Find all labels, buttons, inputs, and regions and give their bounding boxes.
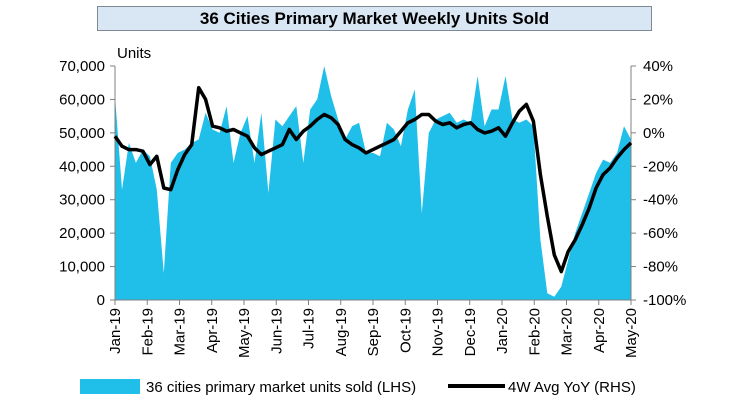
left-tick-label: 30,000	[59, 192, 105, 209]
line-series	[113, 85, 633, 274]
left-axis-ticks: 0 10,000 20,000 30,000 40,000 50,000 60,000 70,…	[59, 58, 115, 309]
right-tick-label: -60%	[643, 225, 678, 242]
x-tick-label: Apr-20	[591, 308, 608, 353]
legend: 36 cities primary market units sold (LHS…	[80, 379, 636, 396]
x-tick-label: Mar-20	[559, 308, 576, 356]
line-series-path	[113, 85, 633, 274]
area-series-fill	[115, 66, 631, 300]
chart-title: 36 Cities Primary Market Weekly Units So…	[97, 6, 652, 31]
legend-swatch-area	[80, 379, 140, 394]
x-tick-label: May-19	[236, 308, 253, 358]
x-tick-label: Apr-19	[204, 308, 221, 353]
legend-label-line: 4W Avg YoY (RHS)	[508, 379, 636, 396]
x-tick-label: Jan-20	[494, 308, 511, 354]
x-tick-label: Mar-19	[172, 308, 189, 356]
x-tick-label: Jun-19	[268, 308, 285, 354]
x-tick-label: Jan-19	[107, 308, 124, 354]
left-tick-label: 50,000	[59, 125, 105, 142]
x-tick-label: May-20	[623, 308, 640, 358]
right-tick-label: 40%	[643, 58, 673, 75]
left-tick-label: 0	[97, 292, 105, 309]
x-axis-ticks: Jan-19 Feb-19 Mar-19 Apr-19 May-19 Jun-19 Jul-…	[107, 300, 640, 358]
left-tick-label: 70,000	[59, 58, 105, 75]
x-tick-label: Feb-20	[526, 308, 543, 356]
x-tick-label: Aug-19	[333, 308, 350, 356]
right-tick-label: 0%	[643, 125, 665, 142]
legend-label-area: 36 cities primary market units sold (LHS…	[146, 379, 416, 396]
left-tick-label: 60,000	[59, 91, 105, 108]
right-tick-label: -40%	[643, 192, 678, 209]
left-axis-unit-label: Units	[117, 45, 151, 62]
right-tick-label: -20%	[643, 158, 678, 175]
left-tick-label: 20,000	[59, 225, 105, 242]
right-tick-label: 20%	[643, 91, 673, 108]
x-tick-label: Sep-19	[365, 308, 382, 356]
left-tick-label: 10,000	[59, 259, 105, 276]
x-tick-label: Dec-19	[462, 308, 479, 356]
x-tick-label: Jul-19	[301, 308, 318, 349]
x-tick-label: Feb-19	[139, 308, 156, 356]
x-tick-label: Oct-19	[397, 308, 414, 353]
right-tick-label: -100%	[643, 292, 686, 309]
area-series	[115, 66, 631, 300]
left-tick-label: 40,000	[59, 158, 105, 175]
x-tick-label: Nov-19	[430, 308, 447, 356]
right-tick-label: -80%	[643, 259, 678, 276]
right-axis-ticks: -100% -80% -60% -40% -20% 0% 20% 40%	[631, 58, 686, 309]
